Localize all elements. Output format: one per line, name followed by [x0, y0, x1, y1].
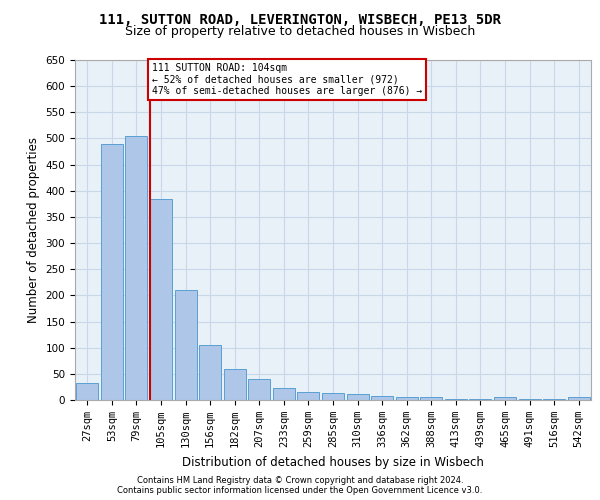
Text: 111 SUTTON ROAD: 104sqm
← 52% of detached houses are smaller (972)
47% of semi-d: 111 SUTTON ROAD: 104sqm ← 52% of detache… — [152, 62, 422, 96]
Bar — [395, 398, 418, 400]
Bar — [371, 396, 393, 400]
X-axis label: Distribution of detached houses by size in Wisbech: Distribution of detached houses by size … — [182, 456, 484, 468]
Bar — [543, 399, 565, 400]
Bar — [248, 379, 271, 400]
Bar — [273, 388, 295, 400]
Bar — [347, 394, 368, 400]
Text: Size of property relative to detached houses in Wisbech: Size of property relative to detached ho… — [125, 25, 475, 38]
Bar — [76, 384, 98, 400]
Bar — [494, 398, 516, 400]
Bar — [420, 398, 442, 400]
Bar — [445, 399, 467, 400]
Bar — [199, 344, 221, 400]
Text: 111, SUTTON ROAD, LEVERINGTON, WISBECH, PE13 5DR: 111, SUTTON ROAD, LEVERINGTON, WISBECH, … — [99, 12, 501, 26]
Bar — [101, 144, 123, 400]
Y-axis label: Number of detached properties: Number of detached properties — [27, 137, 40, 323]
Text: Contains HM Land Registry data © Crown copyright and database right 2024.: Contains HM Land Registry data © Crown c… — [137, 476, 463, 485]
Bar — [568, 398, 590, 400]
Bar — [322, 393, 344, 400]
Bar — [150, 198, 172, 400]
Bar — [224, 368, 246, 400]
Bar — [175, 290, 197, 400]
Text: Contains public sector information licensed under the Open Government Licence v3: Contains public sector information licen… — [118, 486, 482, 495]
Bar — [298, 392, 319, 400]
Bar — [125, 136, 148, 400]
